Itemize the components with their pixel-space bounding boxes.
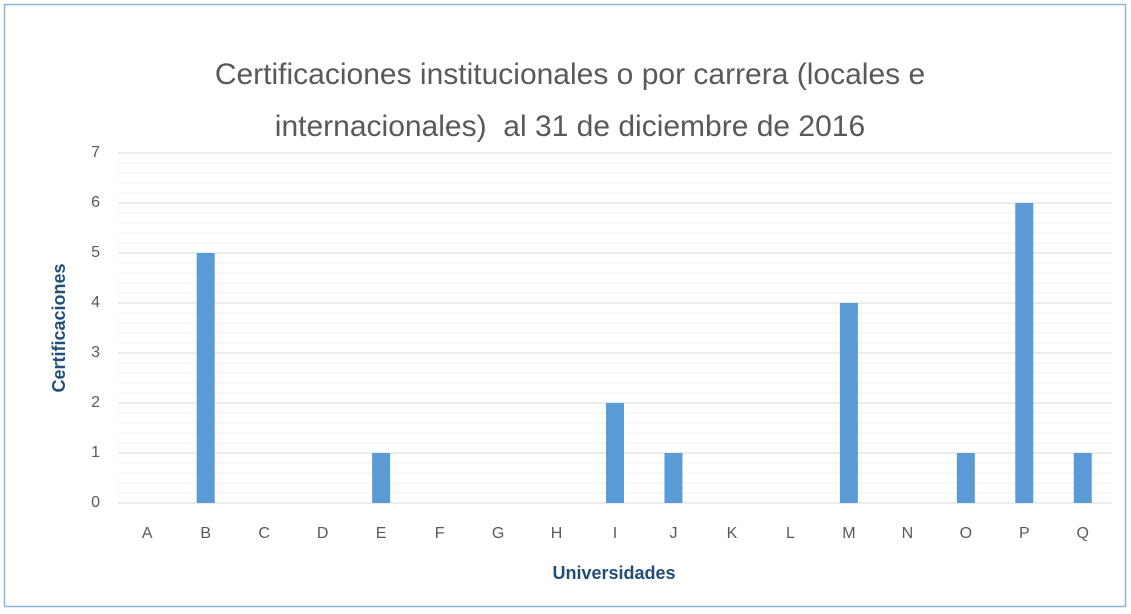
x-tick-label: B (200, 525, 211, 542)
x-tick-label: A (142, 525, 153, 542)
bar (839, 303, 858, 503)
x-tick-label: E (376, 525, 387, 542)
x-tick-label: N (902, 525, 914, 542)
x-tick-label: L (786, 525, 795, 542)
bar (372, 453, 391, 503)
x-tick-label: O (960, 525, 972, 542)
y-axis-title: Certificaciones (49, 263, 69, 392)
y-tick-label: 1 (91, 444, 100, 461)
bar (196, 253, 215, 503)
x-tick-label: C (258, 525, 270, 542)
y-tick-label: 2 (91, 394, 100, 411)
bar (956, 453, 975, 503)
y-tick-label: 7 (91, 144, 100, 161)
x-tick-label: F (435, 525, 445, 542)
x-tick-label: M (842, 525, 855, 542)
x-tick-label: D (317, 525, 329, 542)
chart-border (3, 3, 1127, 608)
x-axis-title: Universidades (552, 563, 675, 583)
x-tick-label: K (727, 525, 738, 542)
x-tick-label: G (492, 525, 504, 542)
x-tick-label: Q (1077, 525, 1089, 542)
chart-title: Certificaciones institucionales o por ca… (215, 58, 925, 91)
bar (664, 453, 683, 503)
x-tick-label: J (669, 525, 677, 542)
x-tick-label: P (1019, 525, 1030, 542)
y-tick-label: 6 (91, 194, 100, 211)
y-tick-label: 4 (91, 294, 100, 311)
y-tick-label: 3 (91, 344, 100, 361)
y-tick-label: 5 (91, 244, 100, 261)
x-tick-label: I (613, 525, 617, 542)
y-tick-label: 0 (91, 494, 100, 511)
bar (1073, 453, 1092, 503)
bar (1015, 203, 1034, 503)
bar (606, 403, 624, 503)
x-tick-label: H (551, 525, 563, 542)
chart-title: internacionales) al 31 de diciembre de 2… (275, 110, 865, 143)
